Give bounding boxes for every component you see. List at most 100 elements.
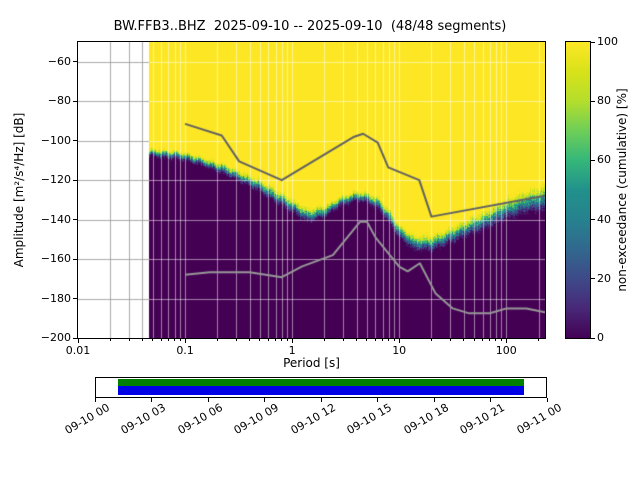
colorbar-tick-label: 0 — [597, 331, 604, 344]
x-minor-tick-mark — [323, 339, 325, 341]
timeline-tick-label: 09-11 00 — [514, 401, 564, 437]
timeline-tick-label: 09-10 06 — [175, 401, 225, 437]
x-minor-tick-mark — [430, 339, 432, 341]
x-minor-tick-mark — [174, 339, 176, 341]
y-tick-mark — [73, 298, 77, 300]
colorbar-gradient — [566, 42, 590, 338]
x-minor-tick-mark — [249, 339, 251, 341]
x-minor-tick-mark — [489, 339, 491, 341]
x-minor-tick-mark — [393, 339, 395, 341]
y-tick-label: −80 — [47, 94, 71, 108]
x-minor-tick-mark — [275, 339, 277, 341]
x-tick-mark — [505, 339, 507, 343]
x-minor-tick-mark — [167, 339, 169, 341]
x-tick-label: 100 — [495, 344, 517, 357]
y-tick-mark — [73, 61, 77, 63]
timeline-tick-mark — [207, 398, 209, 402]
x-minor-tick-mark — [160, 339, 162, 341]
x-minor-tick-mark — [128, 339, 130, 341]
x-minor-tick-mark — [473, 339, 475, 341]
x-minor-tick-mark — [366, 339, 368, 341]
timeline-tick-label: 09-10 18 — [401, 401, 451, 437]
colorbar-tick-mark — [591, 219, 595, 221]
x-minor-tick-mark — [216, 339, 218, 341]
x-minor-tick-mark — [388, 339, 390, 341]
x-minor-tick-mark — [382, 339, 384, 341]
x-minor-tick-mark — [482, 339, 484, 341]
y-tick-mark — [73, 100, 77, 102]
colorbar — [565, 41, 591, 339]
x-tick-label: 0.1 — [176, 344, 194, 357]
timeline-tick-label: 09-10 00 — [62, 401, 112, 437]
x-minor-tick-mark — [356, 339, 358, 341]
y-tick-label: −140 — [40, 212, 71, 226]
y-tick-label: −180 — [40, 291, 71, 305]
y-axis-label: Amplitude [m²/s⁴/Hz] [dB] — [12, 112, 26, 268]
colorbar-tick-mark — [591, 41, 595, 43]
timeline-tick-mark — [151, 398, 152, 402]
x-minor-tick-mark — [152, 339, 154, 341]
timeline-tick-label: 09-10 21 — [457, 401, 507, 437]
colorbar-label: non-exceedance (cumulative) [%] — [615, 88, 629, 292]
colorbar-tick-mark — [591, 159, 595, 161]
y-tick-mark — [73, 337, 77, 339]
x-minor-tick-mark — [141, 339, 143, 341]
y-tick-mark — [73, 258, 77, 260]
x-tick-mark — [291, 339, 293, 343]
timeline-tick-label: 09-10 15 — [344, 401, 394, 437]
x-minor-tick-mark — [463, 339, 465, 341]
timeline-tick-mark — [264, 398, 265, 402]
x-axis-label: Period [s] — [283, 356, 340, 370]
timeline-tick-mark — [320, 398, 322, 402]
colorbar-tick-mark — [591, 337, 595, 339]
timeline-coverage-blue — [118, 386, 524, 395]
x-tick-mark — [77, 339, 79, 343]
x-minor-tick-mark — [342, 339, 344, 341]
y-tick-mark — [73, 140, 77, 142]
colorbar-tick-label: 80 — [597, 94, 611, 108]
x-minor-tick-mark — [235, 339, 237, 341]
colorbar-tick-label: 60 — [597, 153, 611, 167]
x-tick-label: 1 — [288, 344, 296, 357]
x-tick-mark — [398, 339, 400, 343]
x-minor-tick-mark — [109, 339, 111, 341]
colorbar-tick-label: 100 — [597, 35, 618, 48]
y-tick-label: −60 — [47, 54, 71, 68]
x-minor-tick-mark — [286, 339, 288, 341]
x-minor-tick-mark — [259, 339, 261, 341]
chart-title: BW.FFB3..BHZ 2025-09-10 -- 2025-09-10 (4… — [113, 19, 507, 34]
x-minor-tick-mark — [538, 339, 539, 341]
colorbar-tick-label: 40 — [597, 212, 611, 226]
x-tick-label: 10 — [392, 344, 407, 357]
timeline-tick-label: 09-10 12 — [288, 401, 338, 437]
x-minor-tick-mark — [495, 339, 497, 341]
x-minor-tick-mark — [449, 339, 451, 341]
x-minor-tick-mark — [179, 339, 181, 341]
colorbar-tick-label: 20 — [597, 271, 611, 285]
ppsd-heatmap — [78, 42, 545, 338]
y-tick-label: −100 — [40, 133, 71, 147]
x-tick-mark — [184, 339, 186, 343]
x-minor-tick-mark — [374, 339, 376, 341]
timeline-tick-mark — [490, 398, 491, 402]
x-minor-tick-mark — [267, 339, 269, 341]
timeline-tick-mark — [377, 398, 378, 402]
y-tick-label: −160 — [40, 252, 71, 266]
x-minor-tick-mark — [281, 339, 283, 341]
y-tick-label: −120 — [40, 173, 71, 187]
y-tick-mark — [73, 219, 77, 221]
timeline-tick-label: 09-10 03 — [118, 401, 168, 437]
x-tick-label: 0.01 — [65, 344, 91, 357]
colorbar-tick-mark — [591, 278, 595, 280]
timeline-tick-mark — [433, 398, 435, 402]
y-tick-label: −200 — [40, 331, 71, 344]
y-tick-mark — [73, 179, 77, 181]
timeline-tick-mark — [94, 398, 96, 402]
plot-area — [77, 41, 546, 339]
colorbar-tick-mark — [591, 100, 595, 102]
timeline-coverage-green — [118, 379, 524, 386]
timeline-tick-label: 09-10 09 — [231, 401, 281, 437]
timeline-tick-mark — [546, 398, 548, 402]
x-minor-tick-mark — [500, 339, 502, 341]
